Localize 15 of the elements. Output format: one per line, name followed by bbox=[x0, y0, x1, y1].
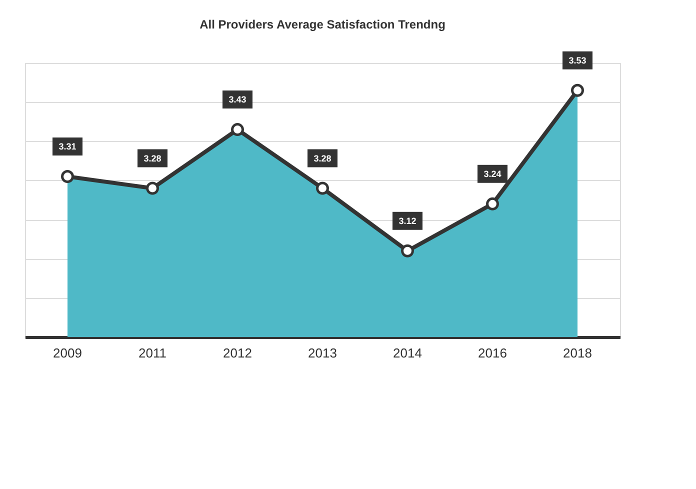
chart-title: All Providers Average Satisfaction Trendng bbox=[200, 17, 446, 32]
x-tick-label: 2013 bbox=[308, 346, 337, 360]
x-tick-label: 2018 bbox=[563, 346, 592, 360]
data-label: 3.12 bbox=[398, 216, 416, 226]
x-tick-label: 2014 bbox=[393, 346, 422, 360]
x-tick-label: 2009 bbox=[53, 346, 82, 360]
data-label: 3.28 bbox=[144, 153, 162, 164]
x-tick-label: 2011 bbox=[138, 346, 166, 360]
x-tick-label: 2012 bbox=[223, 346, 252, 360]
data-label: 3.24 bbox=[484, 168, 502, 179]
x-tick-label: 2016 bbox=[478, 346, 507, 360]
data-label: 3.53 bbox=[568, 55, 586, 66]
data-label: 3.43 bbox=[228, 94, 246, 105]
data-label: 3.31 bbox=[58, 142, 76, 152]
data-label: 3.28 bbox=[314, 153, 332, 164]
